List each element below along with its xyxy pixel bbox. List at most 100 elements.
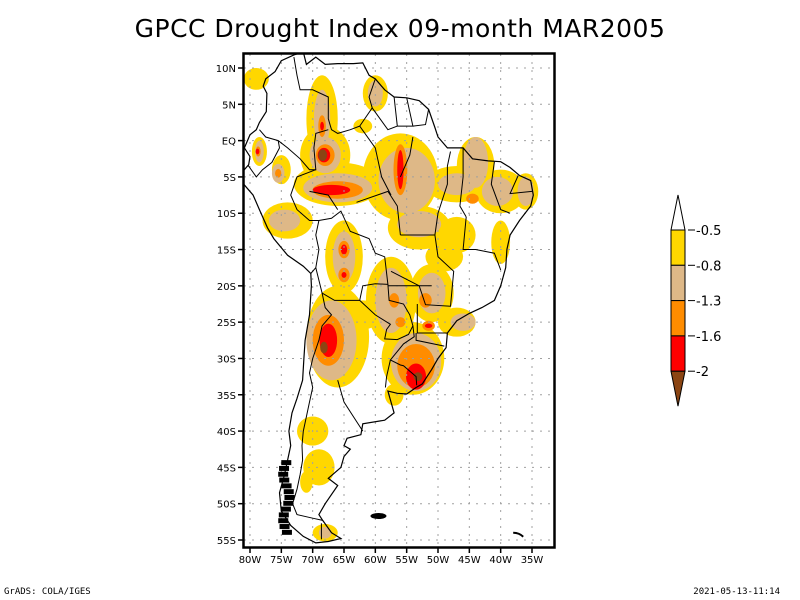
- contour-tan-region: [450, 313, 476, 331]
- country-border: [359, 284, 414, 341]
- y-tick-label: 5N: [222, 100, 236, 111]
- contour-yellow-region: [384, 383, 404, 406]
- contour-red-region: [255, 148, 260, 155]
- colorbar-label: -1.6: [696, 330, 721, 345]
- country-border: [247, 140, 281, 178]
- drought-contours: [244, 68, 539, 542]
- contour-yellow-region: [491, 220, 511, 265]
- chart-title: GPCC Drought Index 09-month MAR2005: [134, 14, 666, 43]
- y-tick-label: EQ: [222, 137, 236, 148]
- x-tick-label: 70W: [301, 555, 324, 566]
- chile-archipelago: [278, 471, 289, 477]
- country-border: [290, 169, 320, 274]
- plot-area: [244, 54, 554, 547]
- contour-red-region: [424, 323, 433, 328]
- contour-red-region: [397, 150, 404, 190]
- x-axis: 80W 75W 70W 65W 60W 55W 50W 45W 40W 35W: [239, 547, 544, 566]
- country-border: [337, 380, 364, 432]
- country-borders: [247, 57, 533, 540]
- contour-yellow-region: [353, 118, 373, 134]
- x-tick-label: 55W: [395, 555, 418, 566]
- country-border: [259, 129, 329, 171]
- y-tick-label: 45S: [217, 463, 236, 474]
- x-tick-label: 35W: [521, 555, 544, 566]
- x-tick-label: 75W: [270, 555, 293, 566]
- contour-red-region: [340, 244, 348, 255]
- contour-brown-region: [413, 372, 423, 381]
- contour-tan-region: [367, 80, 383, 107]
- contour-tan-region: [481, 176, 514, 206]
- country-border: [309, 190, 339, 210]
- chile-archipelago: [281, 460, 292, 466]
- x-tick-label: 40W: [489, 555, 512, 566]
- contour-orange-region: [275, 168, 282, 178]
- country-border: [397, 97, 414, 127]
- contour-yellow-region: [244, 68, 269, 90]
- footer-timestamp: 2021-05-13-11:14: [693, 587, 780, 597]
- colorbar-lower-arrow: [670, 370, 686, 407]
- x-tick-label: 45W: [458, 555, 481, 566]
- chile-archipelago: [279, 465, 290, 471]
- colorbar-label: -1.3: [696, 295, 721, 310]
- y-tick-label: 10S: [217, 209, 236, 220]
- chile-archipelago: [281, 483, 292, 489]
- colorbar-segment: [670, 300, 686, 337]
- colorbar-upper-arrow: [670, 194, 686, 231]
- contour-red-region: [312, 184, 351, 196]
- contour-brown-region: [320, 341, 328, 354]
- country-border: [389, 325, 418, 386]
- colorbar-segment: [670, 335, 686, 372]
- y-tick-label: 20S: [217, 282, 236, 293]
- contour-tan-region: [268, 209, 301, 232]
- country-border: [356, 190, 401, 236]
- contour-yellow-region: [300, 471, 313, 493]
- country-border: [384, 359, 391, 388]
- y-axis: 10N 5N EQ 5S 10S 15S 20S 25S 30S 35S 40S 45S 50S 55S: [216, 64, 244, 547]
- contour-tan-region: [378, 147, 435, 214]
- colorbar-segment: [670, 264, 686, 302]
- contour-tan-region: [397, 211, 442, 238]
- x-tick-label: 60W: [364, 555, 387, 566]
- contour-tan-region: [517, 176, 534, 206]
- chile-archipelago: [284, 494, 295, 500]
- chile-archipelago: [279, 524, 290, 530]
- contour-tan-region: [318, 526, 332, 539]
- contour-red-region: [320, 121, 324, 131]
- country-border: [490, 161, 511, 214]
- country-border: [462, 216, 502, 271]
- country-border: [416, 304, 448, 334]
- country-border: [459, 147, 467, 218]
- colorbar-label: -0.8: [696, 259, 721, 274]
- y-tick-label: 10N: [216, 64, 236, 75]
- contour-orange-region: [466, 193, 479, 204]
- y-tick-label: 35S: [217, 391, 236, 402]
- x-tick-label: 50W: [427, 555, 450, 566]
- plot-frame: [242, 52, 556, 549]
- chile-archipelago: [283, 500, 294, 506]
- chile-archipelago: [278, 512, 289, 518]
- contour-orange-region: [395, 317, 406, 328]
- country-border: [415, 333, 445, 347]
- country-border: [399, 136, 414, 178]
- chile-archipelago: [279, 477, 290, 483]
- colorbar-segment: [670, 229, 686, 266]
- country-border: [412, 109, 430, 127]
- contour-orange-region: [389, 293, 400, 308]
- x-tick-label: 65W: [333, 555, 356, 566]
- colorbar: -0.5 -0.8 -1.3 -1.6 -2: [670, 194, 721, 407]
- y-tick-label: 25S: [217, 318, 236, 329]
- y-tick-label: 50S: [217, 500, 236, 511]
- x-tick-label: 80W: [239, 555, 262, 566]
- y-tick-label: 5S: [223, 173, 236, 184]
- south-georgia: [513, 531, 524, 538]
- falkland-islands: [370, 513, 387, 520]
- contour-red-region: [341, 272, 347, 278]
- chile-archipelago: [281, 529, 292, 535]
- country-border: [292, 292, 333, 521]
- country-border: [390, 234, 455, 307]
- coastline: [244, 54, 534, 544]
- contour-brown-region: [318, 149, 328, 161]
- country-border: [434, 151, 451, 236]
- colorbar-label: -0.5: [696, 224, 721, 239]
